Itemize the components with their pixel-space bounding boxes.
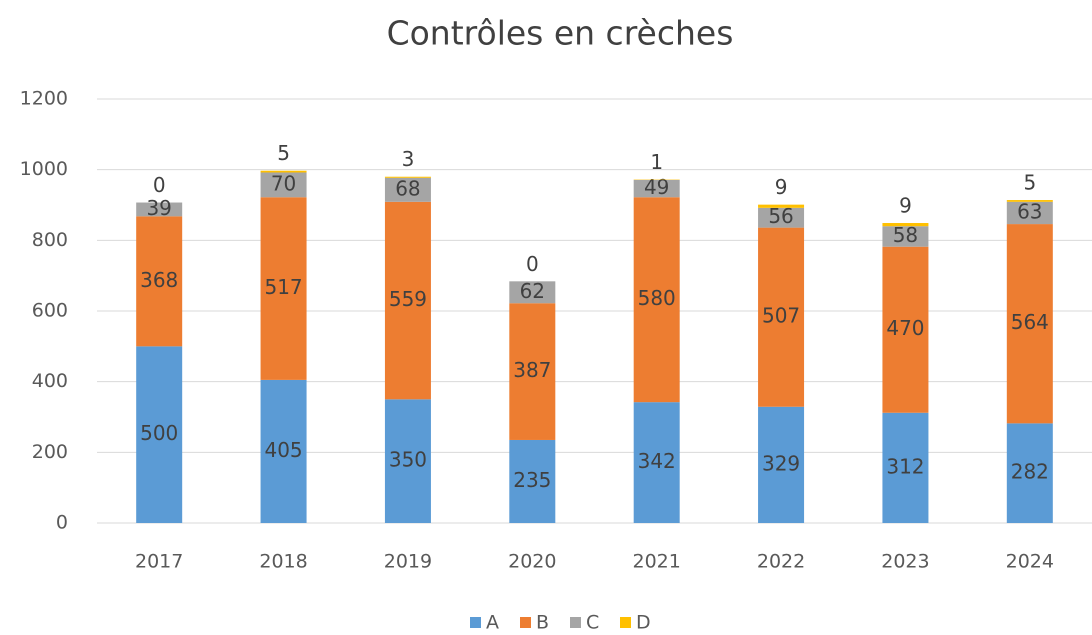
bar-segment: [1006, 423, 1053, 523]
bar-segment: [384, 177, 431, 202]
data-label: 5: [277, 141, 290, 165]
bar-segment: [136, 202, 183, 217]
bar-segment: [509, 281, 556, 304]
data-label: 517: [264, 275, 302, 299]
bar-segment: [260, 197, 307, 380]
x-tick-label: 2024: [1006, 551, 1054, 573]
bar-segment: [882, 412, 929, 523]
data-label: 235: [513, 468, 551, 492]
data-label: 580: [638, 286, 676, 310]
bar-segment: [509, 439, 556, 523]
data-label: 0: [153, 173, 166, 197]
data-label: 282: [1011, 460, 1049, 484]
legend-label: A: [486, 612, 499, 634]
legend-label: D: [636, 612, 651, 634]
y-tick-label: 800: [32, 229, 68, 251]
chart-title: Contrôles en crèches: [387, 14, 734, 53]
y-tick-label: 600: [32, 300, 68, 322]
y-tick-label: 400: [32, 370, 68, 392]
bar-segment: [260, 172, 307, 198]
bar-segment: [633, 179, 680, 198]
bar-segment: [260, 170, 307, 173]
y-tick-label: 0: [56, 512, 68, 534]
legend-swatch: [470, 617, 481, 628]
data-label: 507: [762, 304, 800, 328]
data-label: 368: [140, 268, 178, 292]
bar-segment: [384, 399, 431, 523]
x-tick-label: 2022: [757, 551, 805, 573]
x-tick-label: 2023: [881, 551, 929, 573]
data-label: 0: [526, 252, 539, 276]
data-label: 3: [402, 147, 415, 171]
legend-label: B: [536, 612, 549, 634]
legend-swatch: [570, 617, 581, 628]
data-label: 559: [389, 287, 427, 311]
data-label: 387: [513, 358, 551, 382]
data-label: 63: [1017, 199, 1042, 223]
bar-segment: [136, 346, 183, 523]
data-label: 500: [140, 421, 178, 445]
data-label: 350: [389, 448, 427, 472]
data-label: 49: [644, 175, 669, 199]
bar-segment: [384, 176, 431, 178]
x-tick-label: 2018: [259, 551, 307, 573]
data-label: 470: [886, 316, 924, 340]
bar-segment: [758, 207, 805, 228]
bar-segment: [633, 197, 680, 403]
x-tick-label: 2020: [508, 551, 556, 573]
data-label: 70: [271, 171, 296, 195]
data-label: 312: [886, 454, 924, 478]
bar-segment: [882, 246, 929, 413]
legend-swatch: [520, 617, 531, 628]
bar-segment: [758, 227, 805, 407]
data-label: 9: [899, 194, 912, 218]
x-tick-label: 2021: [633, 551, 681, 573]
bar-segment: [136, 216, 183, 347]
data-label: 39: [146, 196, 171, 220]
data-label: 62: [520, 279, 545, 303]
data-label: 5: [1023, 171, 1036, 195]
y-tick-label: 1000: [20, 158, 68, 180]
bar-segment: [758, 204, 805, 208]
bar-segment: [260, 379, 307, 523]
legend-swatch: [620, 617, 631, 628]
data-label: 405: [264, 438, 302, 462]
data-label: 1: [650, 150, 663, 174]
y-tick-label: 1200: [20, 88, 68, 110]
bar-segment: [1006, 201, 1053, 225]
bar-segment: [633, 402, 680, 523]
legend-label: C: [586, 612, 599, 634]
data-label: 56: [768, 204, 793, 228]
x-tick-label: 2019: [384, 551, 432, 573]
bar-segment: [384, 201, 431, 400]
data-label: 342: [638, 449, 676, 473]
y-tick-label: 200: [32, 441, 68, 463]
data-label: 9: [775, 175, 788, 199]
x-tick-label: 2017: [135, 551, 183, 573]
bar-segment: [1006, 224, 1053, 424]
data-label: 564: [1011, 310, 1049, 334]
bar-segment: [509, 303, 556, 440]
data-label: 68: [395, 176, 420, 200]
data-label: 329: [762, 451, 800, 475]
bar-segment: [1006, 200, 1053, 202]
bar-segment: [882, 223, 929, 227]
bar-segment: [758, 406, 805, 523]
bar-segment: [882, 226, 929, 247]
data-label: 58: [893, 223, 918, 247]
